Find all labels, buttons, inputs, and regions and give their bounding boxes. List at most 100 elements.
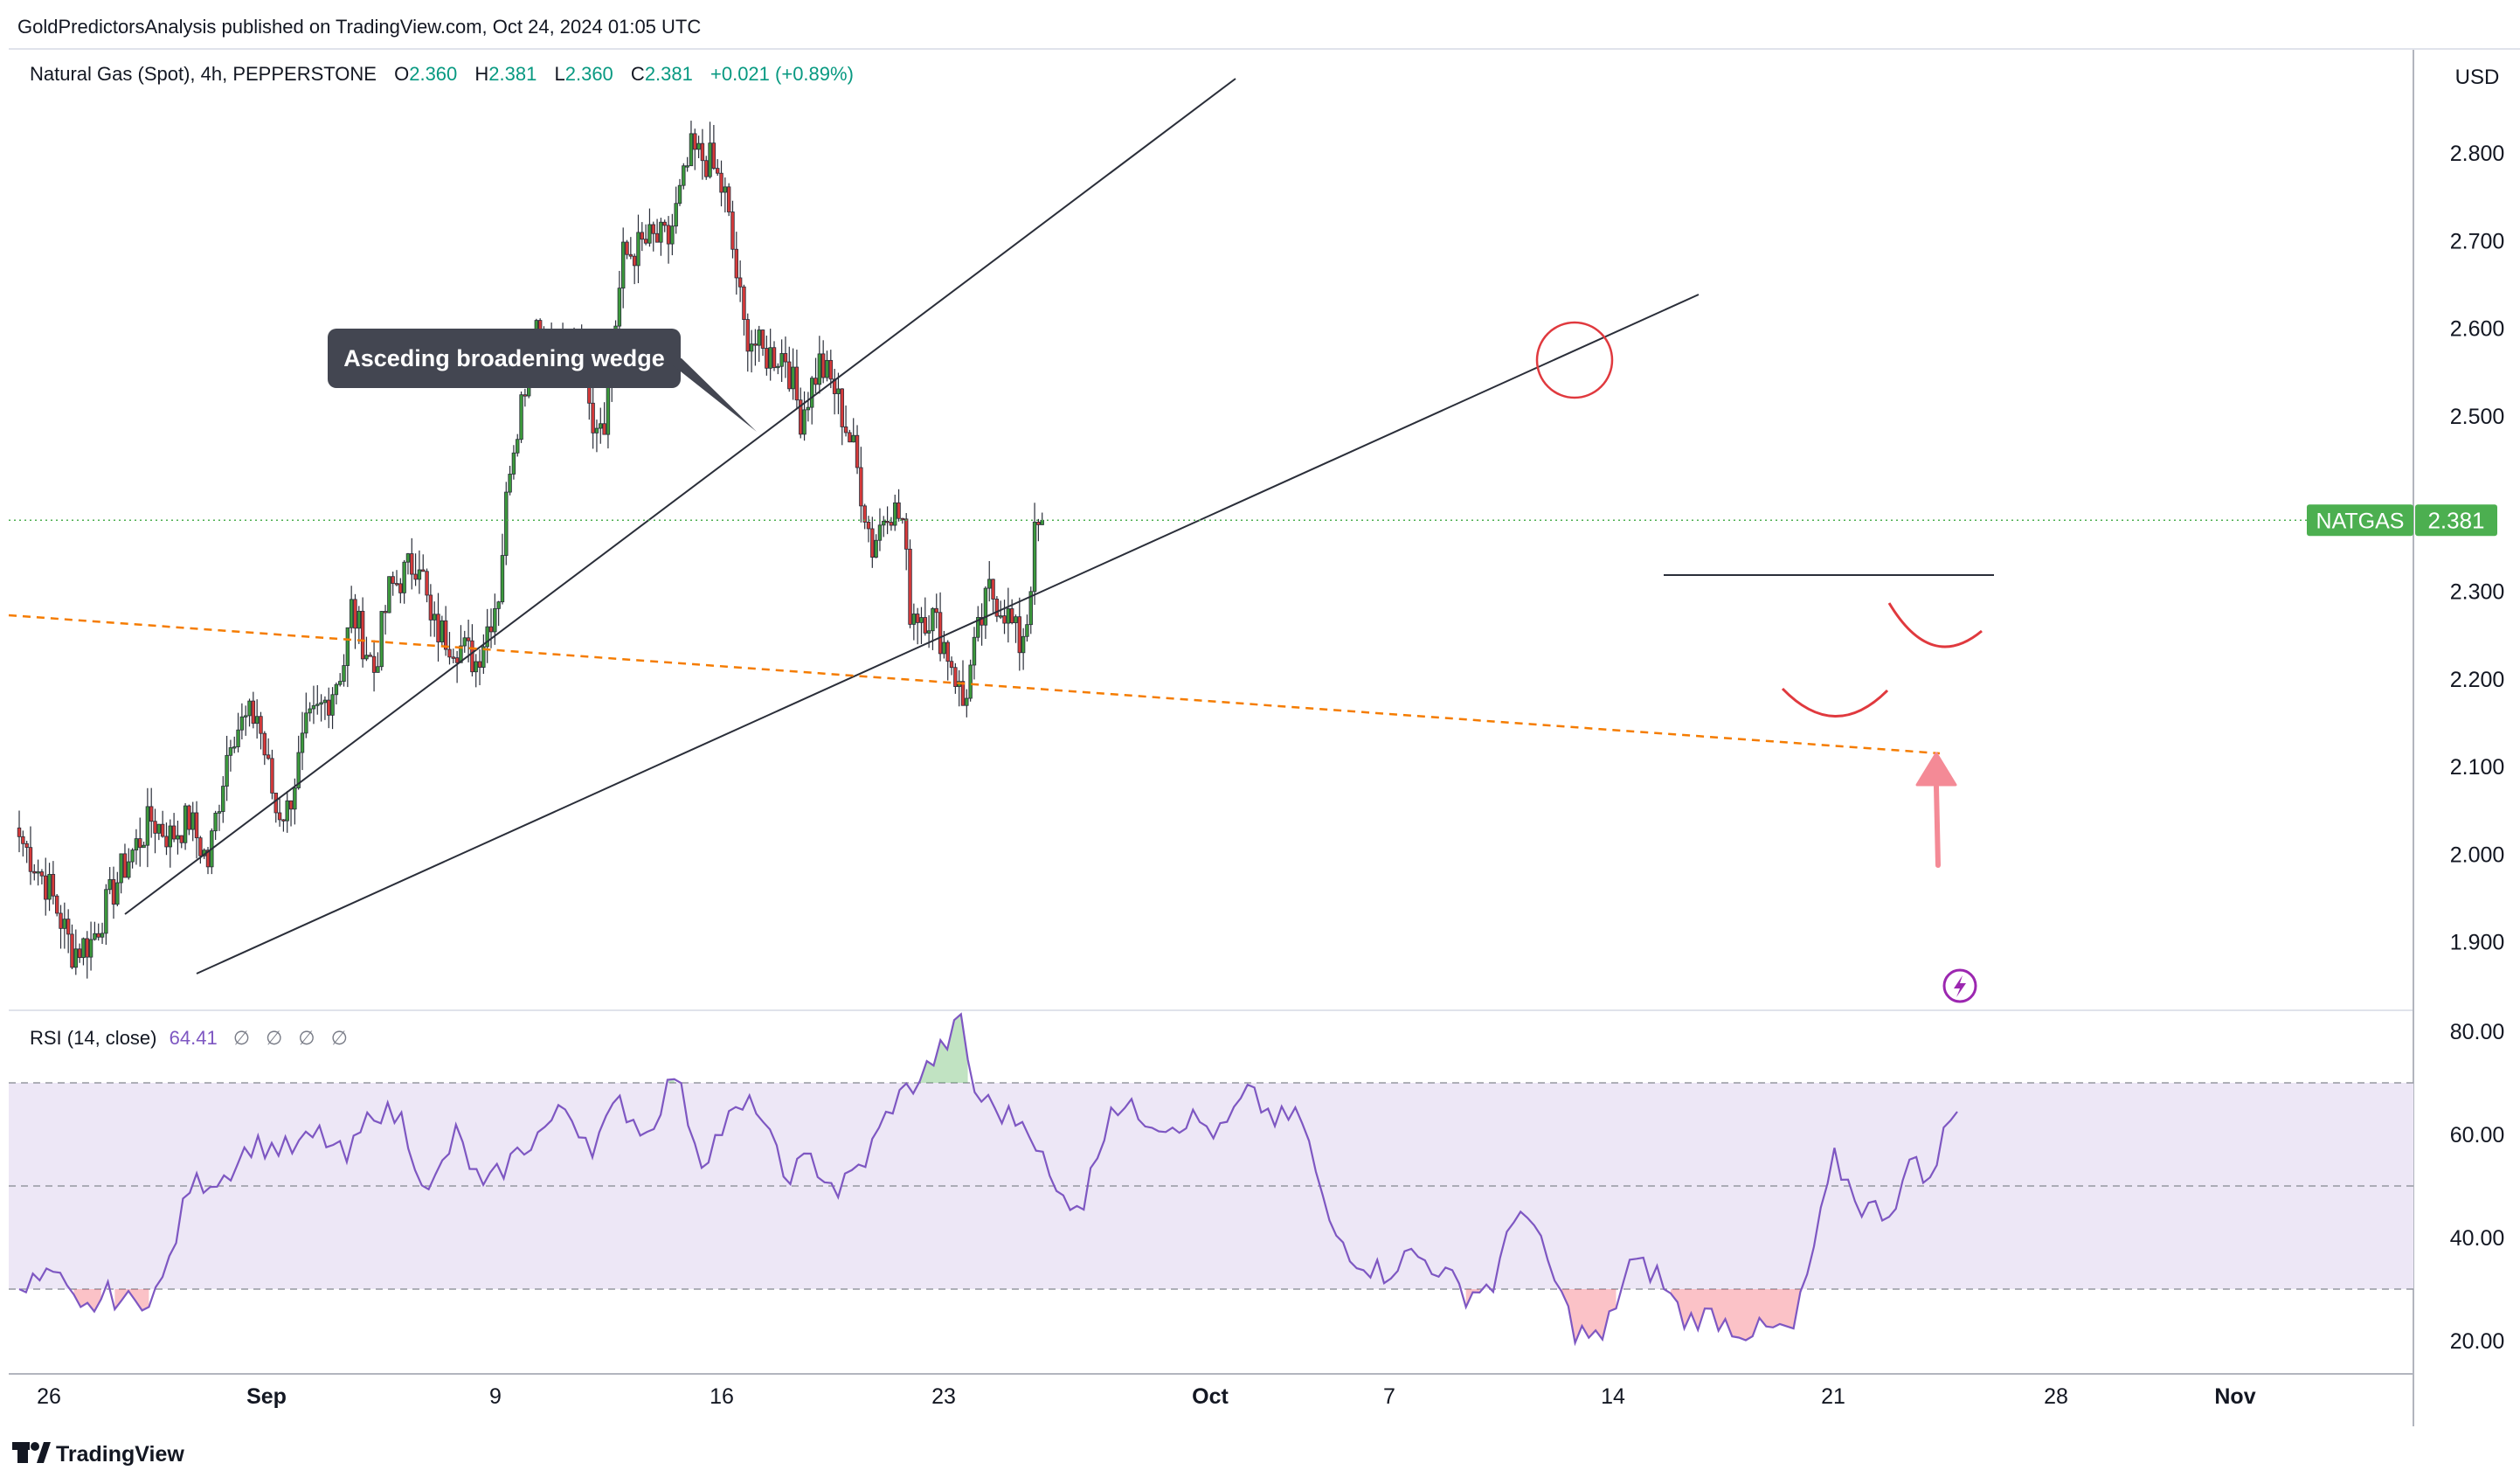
- candle: [1006, 587, 1011, 643]
- candle: [432, 601, 437, 637]
- candle: [855, 425, 860, 475]
- candle: [659, 218, 663, 256]
- time-tick-label: 7: [1383, 1384, 1395, 1409]
- currency-label[interactable]: USD: [2455, 66, 2500, 89]
- rsi-na-2: ∅: [266, 1027, 282, 1049]
- candle: [726, 183, 731, 217]
- candle: [405, 552, 411, 575]
- candle: [410, 537, 414, 590]
- price-tick-label: 1.900: [2450, 931, 2505, 955]
- candle: [176, 820, 180, 855]
- candle: [70, 924, 74, 970]
- candle: [802, 391, 807, 441]
- retest-circle[interactable]: [1535, 321, 1614, 399]
- candle: [874, 534, 878, 558]
- candle: [723, 177, 728, 213]
- candle: [308, 702, 312, 722]
- candle: [945, 640, 950, 681]
- candle: [149, 787, 154, 838]
- price-tick-label: 2.300: [2450, 580, 2505, 605]
- candle: [334, 682, 339, 705]
- candle: [779, 339, 784, 382]
- price-tick-label: 2.600: [2450, 317, 2505, 342]
- rsi-zone-fill: [919, 1014, 968, 1083]
- candle: [980, 603, 984, 646]
- candles[interactable]: [17, 121, 1044, 979]
- candle: [949, 656, 954, 676]
- candle: [436, 593, 440, 662]
- candle: [39, 869, 45, 884]
- candle: [488, 608, 494, 648]
- rsi-na-3: ∅: [298, 1027, 315, 1049]
- candle: [142, 842, 146, 849]
- candle: [591, 383, 595, 449]
- candle: [451, 648, 455, 663]
- candle: [402, 559, 406, 604]
- candle: [859, 447, 863, 523]
- candle: [908, 539, 912, 628]
- candle: [171, 813, 177, 843]
- candle: [742, 284, 746, 336]
- candle: [787, 346, 792, 392]
- time-tick-label: 21: [1821, 1384, 1845, 1409]
- candle: [179, 835, 183, 849]
- candle: [62, 902, 67, 949]
- callout[interactable]: Asceding broadening wedge: [328, 329, 757, 432]
- wedge-upper-line[interactable]: [124, 78, 1236, 915]
- orange-trend-line[interactable]: [8, 614, 1941, 755]
- lightning-icon[interactable]: [1942, 968, 1977, 1003]
- candle: [749, 329, 754, 373]
- candle: [813, 357, 818, 393]
- candle: [485, 608, 489, 663]
- candle: [719, 160, 723, 207]
- candle: [870, 517, 875, 568]
- candle: [371, 640, 377, 692]
- price-tick-label: 2.200: [2450, 668, 2505, 692]
- rsi-legend[interactable]: RSI (14, close) 64.41 ∅ ∅ ∅ ∅: [30, 1027, 348, 1049]
- candle: [66, 909, 71, 954]
- candle: [349, 586, 354, 634]
- main-pane[interactable]: [9, 49, 2413, 1010]
- candle: [621, 227, 626, 309]
- tradingview-logo[interactable]: TradingView: [12, 1442, 184, 1467]
- left-shoulder-arc[interactable]: [1781, 687, 1889, 718]
- candle: [716, 159, 720, 177]
- candle: [628, 237, 633, 260]
- rsi-zone-fill: [1561, 1289, 1617, 1343]
- candle: [322, 696, 328, 720]
- candle: [772, 341, 777, 371]
- candle: [447, 632, 452, 665]
- wedge-lower-line[interactable]: [196, 294, 1700, 974]
- rsi-tick-label: 60.00: [2450, 1123, 2505, 1148]
- price-tag[interactable]: NATGAS 2.381: [2307, 504, 2497, 537]
- candle: [327, 687, 331, 729]
- candle: [47, 863, 52, 912]
- candle: [17, 810, 22, 853]
- symbol-legend[interactable]: Natural Gas (Spot), 4h, PEPPERSTONE O2.3…: [30, 63, 854, 85]
- tradingview-logo-icon: [12, 1442, 51, 1463]
- right-shoulder-arc[interactable]: [1887, 602, 1983, 648]
- candle: [757, 325, 761, 363]
- candle: [398, 578, 403, 604]
- candle: [85, 931, 89, 979]
- candle: [1009, 599, 1014, 625]
- candle: [636, 214, 640, 284]
- time-tick-label: 16: [710, 1384, 734, 1409]
- rsi-pane[interactable]: 80.00 60.00 40.00 20.00: [9, 1012, 2505, 1354]
- candle: [391, 572, 395, 596]
- candle: [470, 624, 474, 676]
- candle: [138, 817, 142, 867]
- candle: [765, 335, 769, 376]
- candle: [127, 848, 131, 880]
- candle: [459, 625, 463, 663]
- candle: [1028, 586, 1033, 635]
- candle: [296, 735, 301, 790]
- candle: [368, 652, 372, 657]
- drawings[interactable]: Asceding broadening wedge: [8, 78, 1994, 1003]
- candle: [911, 603, 917, 641]
- candle: [247, 698, 252, 727]
- candle: [810, 376, 814, 425]
- price-tick-label: 2.700: [2450, 229, 2505, 253]
- tradingview-brand: TradingView: [56, 1442, 184, 1467]
- candle: [934, 593, 938, 628]
